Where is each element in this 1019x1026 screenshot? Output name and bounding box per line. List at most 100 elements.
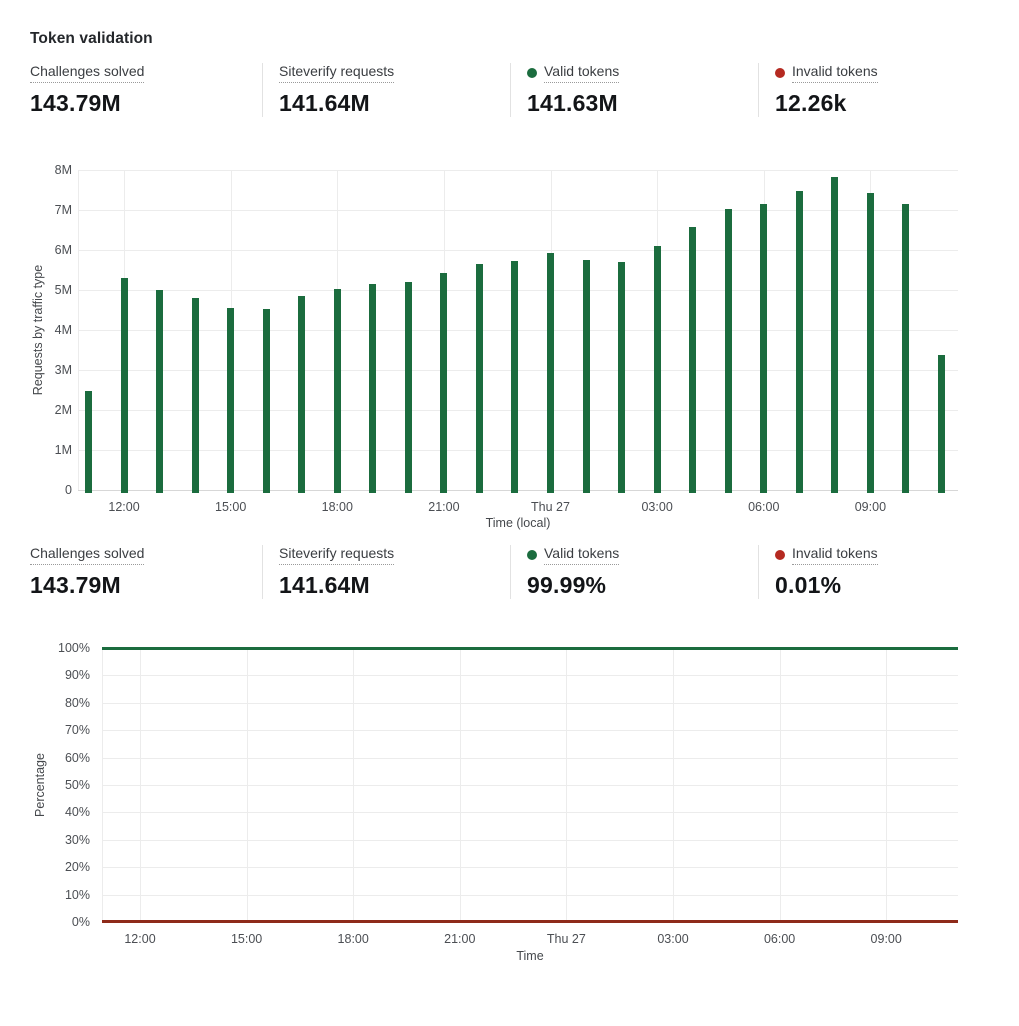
stat-label-challenges-solved[interactable]: Challenges solved — [30, 63, 145, 83]
bar[interactable] — [547, 253, 555, 493]
y-axis-tick-label: 7M — [54, 203, 72, 217]
stat-label-challenges-solved-2[interactable]: Challenges solved — [30, 545, 145, 565]
stat-siteverify-requests-2: Siteverify requests 141.64M — [262, 545, 510, 599]
x-axis-tick-label: 15:00 — [230, 932, 263, 946]
stat-label-siteverify-requests-2[interactable]: Siteverify requests — [279, 545, 395, 565]
stat-label-siteverify-requests[interactable]: Siteverify requests — [279, 63, 395, 83]
y-axis-title: Percentage — [33, 753, 47, 817]
bar[interactable] — [333, 289, 341, 493]
x-axis-tick-label: 06:00 — [748, 500, 780, 514]
y-axis-tick-label: 60% — [64, 750, 90, 765]
x-axis-tick-label: 18:00 — [337, 932, 369, 946]
y-axis-tick-label: 0% — [71, 915, 90, 929]
gridline-x — [459, 648, 461, 922]
bar[interactable] — [937, 354, 945, 493]
gridline-x — [566, 648, 568, 922]
x-axis-tick-label: Thu 27 — [531, 500, 570, 514]
requests-by-traffic-type-bar-chart: 0 1M 2M 3M 4M 5M 6M 7M 8M 12:00 15:00 18:00 21:00 Thu… — [0, 160, 1019, 540]
bar[interactable] — [191, 298, 199, 493]
series-line-invalid-tokens[interactable] — [102, 920, 958, 924]
gridline-y — [102, 812, 958, 814]
gridline-x — [673, 648, 674, 922]
bar[interactable] — [618, 262, 626, 493]
gridline-y — [78, 170, 958, 171]
stat-label-valid-tokens[interactable]: Valid tokens — [544, 63, 620, 83]
token-percentage-line-chart: 0% 10% 20% 30% 40% 50% 60% 70% 80% 90% 100% 12:00 15… — [0, 640, 1019, 980]
bar[interactable] — [582, 260, 590, 493]
y-axis-tick-label: 8M — [54, 163, 72, 177]
x-axis-tick-label: 03:00 — [657, 932, 689, 946]
x-axis-tick-label: 03:00 — [641, 500, 673, 514]
x-axis-tick-label: 21:00 — [444, 932, 476, 946]
stat-challenges-solved-2: Challenges solved 143.79M — [14, 545, 262, 599]
gridline-y — [102, 730, 958, 732]
gridline-y — [102, 839, 958, 841]
valid-tokens-dot-icon — [527, 550, 537, 560]
y-axis-tick-label: 30% — [64, 832, 90, 847]
stat-challenges-solved: Challenges solved 143.79M — [14, 63, 262, 117]
y-axis-tick-label: 1M — [54, 443, 72, 457]
stat-value-siteverify-requests: 141.64M — [279, 90, 370, 116]
stat-value-valid-tokens: 141.63M — [527, 90, 618, 116]
series-line-valid-tokens[interactable] — [102, 646, 958, 650]
stat-value-challenges-solved-2: 143.79M — [30, 572, 121, 598]
y-axis-tick-label: 5M — [54, 283, 72, 297]
x-axis-title: Time — [516, 949, 544, 963]
gridline-y — [102, 894, 958, 896]
stat-invalid-tokens: Invalid tokens 12.26k — [758, 63, 1006, 117]
page-title: Token validation — [30, 30, 153, 47]
bar[interactable] — [653, 246, 661, 493]
y-axis-tick-label: 20% — [64, 860, 90, 875]
x-axis-tick-label: 06:00 — [763, 932, 796, 946]
stat-label-valid-tokens-percent[interactable]: Valid tokens — [544, 545, 620, 565]
y-axis-tick-label: 3M — [54, 363, 72, 377]
x-axis-tick-label: 09:00 — [854, 500, 887, 514]
stat-value-challenges-solved: 143.79M — [30, 90, 121, 116]
bar[interactable] — [866, 193, 874, 493]
bar[interactable] — [120, 277, 128, 493]
y-axis-tick-label: 40% — [64, 805, 90, 820]
bar[interactable] — [511, 261, 519, 493]
bar[interactable] — [85, 390, 92, 493]
gridline-x — [353, 648, 355, 922]
invalid-tokens-dot-icon — [775, 68, 785, 78]
y-axis-tick-label: 6M — [54, 243, 72, 257]
bar[interactable] — [369, 284, 377, 493]
bar[interactable] — [795, 190, 803, 493]
bar[interactable] — [689, 226, 697, 493]
stat-value-siteverify-requests-2: 141.64M — [279, 572, 370, 598]
bar[interactable] — [156, 290, 164, 493]
y-axis-tick-label: 90% — [64, 668, 90, 683]
x-axis-tick-label: Thu 27 — [546, 932, 586, 946]
valid-tokens-dot-icon — [527, 68, 537, 78]
bar[interactable] — [298, 296, 306, 493]
gridline-y — [78, 250, 958, 251]
bar[interactable] — [760, 204, 768, 493]
stat-label-invalid-tokens[interactable]: Invalid tokens — [792, 63, 878, 83]
stat-label-invalid-tokens-percent[interactable]: Invalid tokens — [792, 545, 878, 565]
invalid-tokens-dot-icon — [775, 550, 785, 560]
bar[interactable] — [902, 204, 910, 493]
stat-value-invalid-tokens-percent: 0.01% — [775, 572, 842, 598]
gridline-x — [140, 648, 141, 922]
gridline-y — [102, 867, 958, 869]
bar[interactable] — [404, 281, 412, 493]
stat-invalid-tokens-percent: Invalid tokens 0.01% — [758, 545, 1006, 599]
x-axis-tick-label: 15:00 — [215, 500, 247, 514]
bar[interactable] — [475, 264, 483, 493]
gridline-y — [102, 785, 958, 786]
y-axis-tick-label: 4M — [54, 323, 72, 337]
y-axis-tick-label: 50% — [64, 778, 90, 792]
gridline-y — [102, 675, 958, 677]
stat-value-invalid-tokens: 12.26k — [775, 90, 847, 116]
stat-siteverify-requests: Siteverify requests 141.64M — [262, 63, 510, 117]
stats-row-top: Challenges solved 143.79M Siteverify req… — [14, 63, 1014, 117]
bar[interactable] — [831, 176, 839, 493]
bar[interactable] — [227, 307, 235, 493]
bar[interactable] — [724, 209, 732, 493]
bar[interactable] — [262, 308, 270, 493]
gridline-x — [779, 648, 781, 922]
gridline-y — [102, 702, 958, 704]
x-axis-title: Time (local) — [485, 516, 551, 530]
bar[interactable] — [440, 273, 448, 493]
